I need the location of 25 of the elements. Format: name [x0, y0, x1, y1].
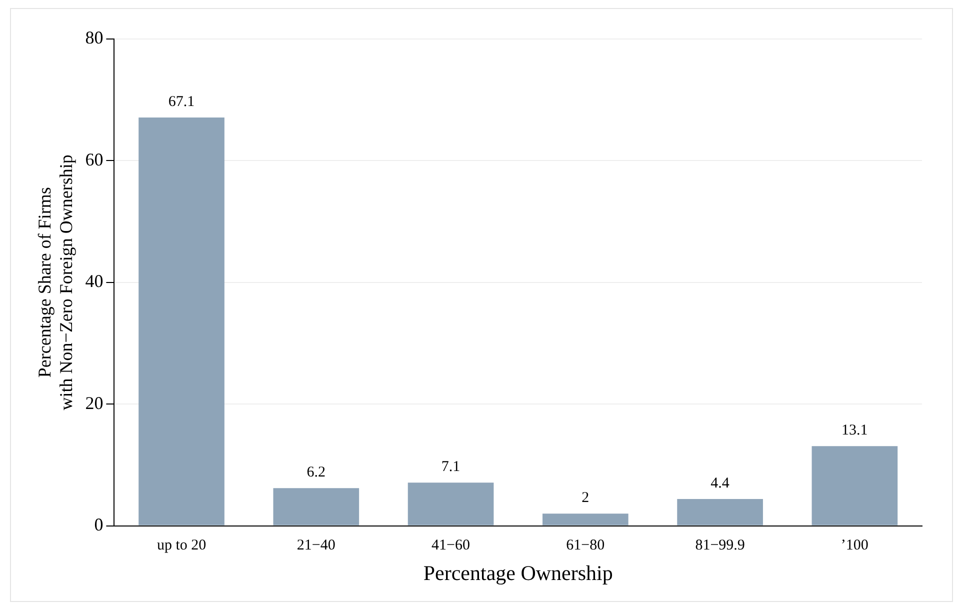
- x-tick-label: ’100: [840, 538, 868, 554]
- y-tick-label: 0: [94, 514, 104, 535]
- bar: [677, 499, 763, 526]
- x-tick-label: 21−40: [296, 538, 336, 554]
- y-tick-label: 20: [85, 392, 104, 413]
- x-tick-label: 41−60: [432, 538, 470, 554]
- data-label: 67.1: [168, 94, 195, 110]
- y-tick-label: 60: [85, 149, 104, 170]
- bar: [273, 488, 360, 526]
- data-label: 4.4: [710, 475, 730, 492]
- bar: [542, 514, 628, 526]
- data-label: 2: [582, 490, 590, 506]
- y-axis-title: Percentage Share of Firms with Non−Zero Foreign Ownership: [34, 154, 76, 410]
- x-axis-title: Percentage Ownership: [423, 560, 613, 585]
- x-tick-label: 61−80: [566, 538, 605, 554]
- bar: [138, 117, 224, 526]
- x-tick-label: 81−99.9: [695, 538, 745, 554]
- bar: [408, 482, 494, 526]
- x-tick-label: up to 20: [156, 538, 206, 554]
- data-label: 7.1: [441, 459, 460, 476]
- y-tick-label: 40: [85, 271, 104, 292]
- bar: [812, 446, 898, 526]
- y-tick-label: 80: [85, 28, 104, 48]
- data-label: 6.2: [306, 464, 326, 481]
- data-label: 13.1: [842, 422, 868, 439]
